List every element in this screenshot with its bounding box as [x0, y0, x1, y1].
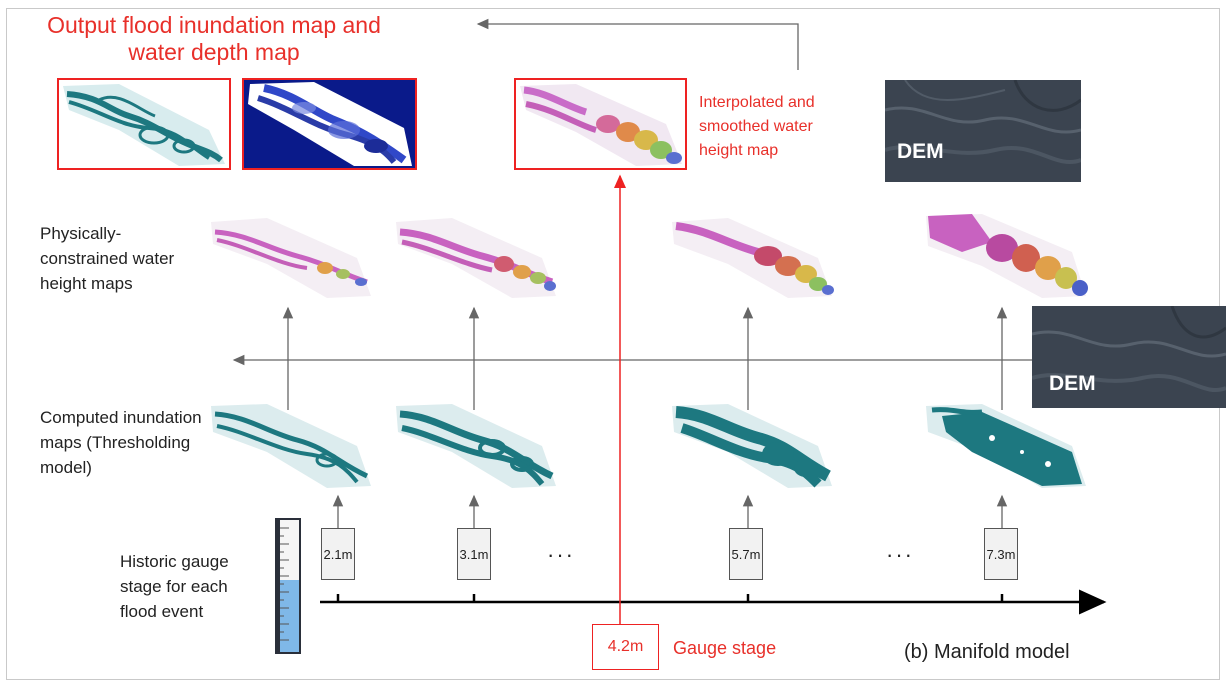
ellipsis-1: ··· [547, 542, 575, 567]
gauge-stage-box-2: 3.1m [457, 528, 491, 580]
ellipsis-2: ··· [886, 542, 914, 567]
gauge-stage-box-4: 7.3m [984, 528, 1018, 580]
interpolated-label: Interpolated and smoothed water height m… [699, 94, 815, 159]
gauge-stage-label: Gauge stage [673, 638, 777, 658]
output-inundation-map [57, 78, 231, 170]
output-title: Output flood inundation map and water de… [47, 12, 381, 65]
gauge-ruler-icon [275, 518, 301, 654]
dem-image-right: DEM [1032, 306, 1226, 408]
height-map-4 [922, 212, 1088, 300]
model-label: (b) Manifold model [904, 641, 1070, 663]
gauge-stage-box-3: 5.7m [729, 528, 763, 580]
inundation-map-1 [207, 402, 373, 490]
dem-label-right: DEM [1049, 372, 1096, 395]
height-map-1 [207, 212, 373, 300]
dem-label-top: DEM [897, 140, 944, 163]
output-depth-map [242, 78, 417, 170]
dem-image-top: DEM [885, 80, 1081, 182]
inundation-map-2 [392, 402, 558, 490]
current-gauge-stage-box: 4.2m [592, 624, 659, 670]
interpolated-height-map [514, 78, 687, 170]
height-map-3 [668, 212, 834, 300]
gauge-stage-box-1: 2.1m [321, 528, 355, 580]
inundation-map-3 [668, 402, 834, 490]
inundation-map-4 [922, 402, 1088, 490]
row-label-inundation-maps: Computed inundation maps (Thresholding m… [40, 408, 202, 477]
height-map-2 [392, 212, 558, 300]
row-label-gauge: Historic gauge stage for each flood even… [120, 552, 229, 621]
row-label-height-maps: Physically-constrained water height maps [40, 224, 175, 293]
